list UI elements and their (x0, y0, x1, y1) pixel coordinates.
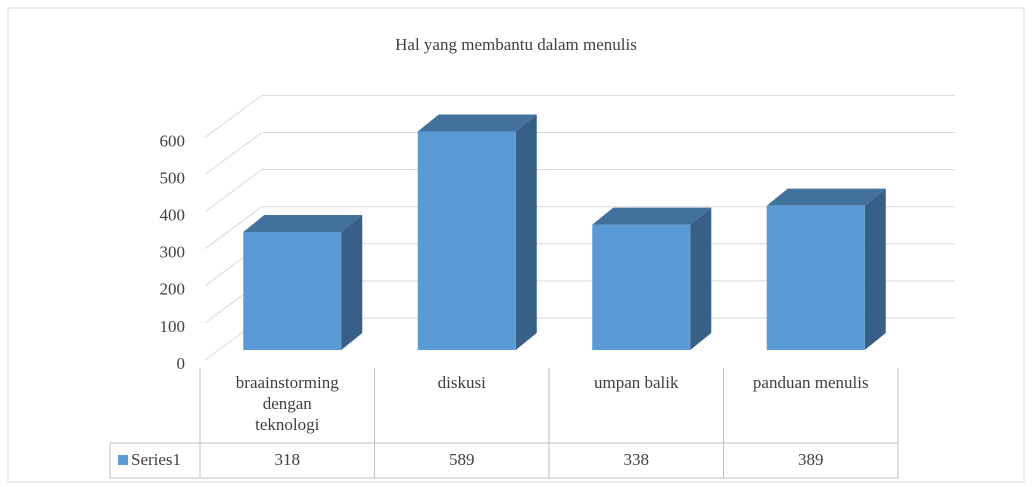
bar-top (766, 188, 886, 206)
bar-side (341, 215, 363, 350)
bar-side (864, 188, 886, 350)
y-tick-label: 400 (160, 206, 186, 225)
x-tick-label: umpan balik (593, 373, 679, 392)
bar-top (592, 207, 712, 225)
bar-side (690, 207, 712, 350)
y-tick-label: 500 (160, 168, 186, 187)
bar-top (417, 114, 537, 132)
bar-top (243, 215, 363, 233)
table-value: 389 (798, 450, 824, 469)
side-grid-line (204, 206, 263, 250)
y-tick-label: 100 (160, 317, 186, 336)
y-tick-label: 0 (177, 354, 186, 373)
table-value: 338 (624, 450, 650, 469)
side-grid-line (204, 132, 263, 175)
bar (243, 232, 342, 350)
legend-key (118, 455, 128, 465)
x-tick-label: panduan menulis (752, 373, 869, 392)
legend-label: Series1 (131, 450, 181, 469)
y-tick-label: 600 (160, 131, 186, 150)
chart-title: Hal yang membantu dalam menulis (395, 35, 637, 54)
bar (417, 131, 516, 350)
side-grid-line (204, 169, 263, 213)
x-tick-label: braainstorming dengan teknologi (235, 373, 339, 434)
y-tick-label: 300 (160, 243, 186, 262)
bar (592, 224, 691, 350)
table-value: 318 (275, 450, 301, 469)
bar (766, 205, 865, 350)
y-tick-label: 200 (160, 280, 186, 299)
side-grid-line (204, 94, 263, 138)
bar-side (515, 114, 537, 350)
x-tick-label: diskusi (437, 373, 486, 392)
table-value: 589 (449, 450, 475, 469)
